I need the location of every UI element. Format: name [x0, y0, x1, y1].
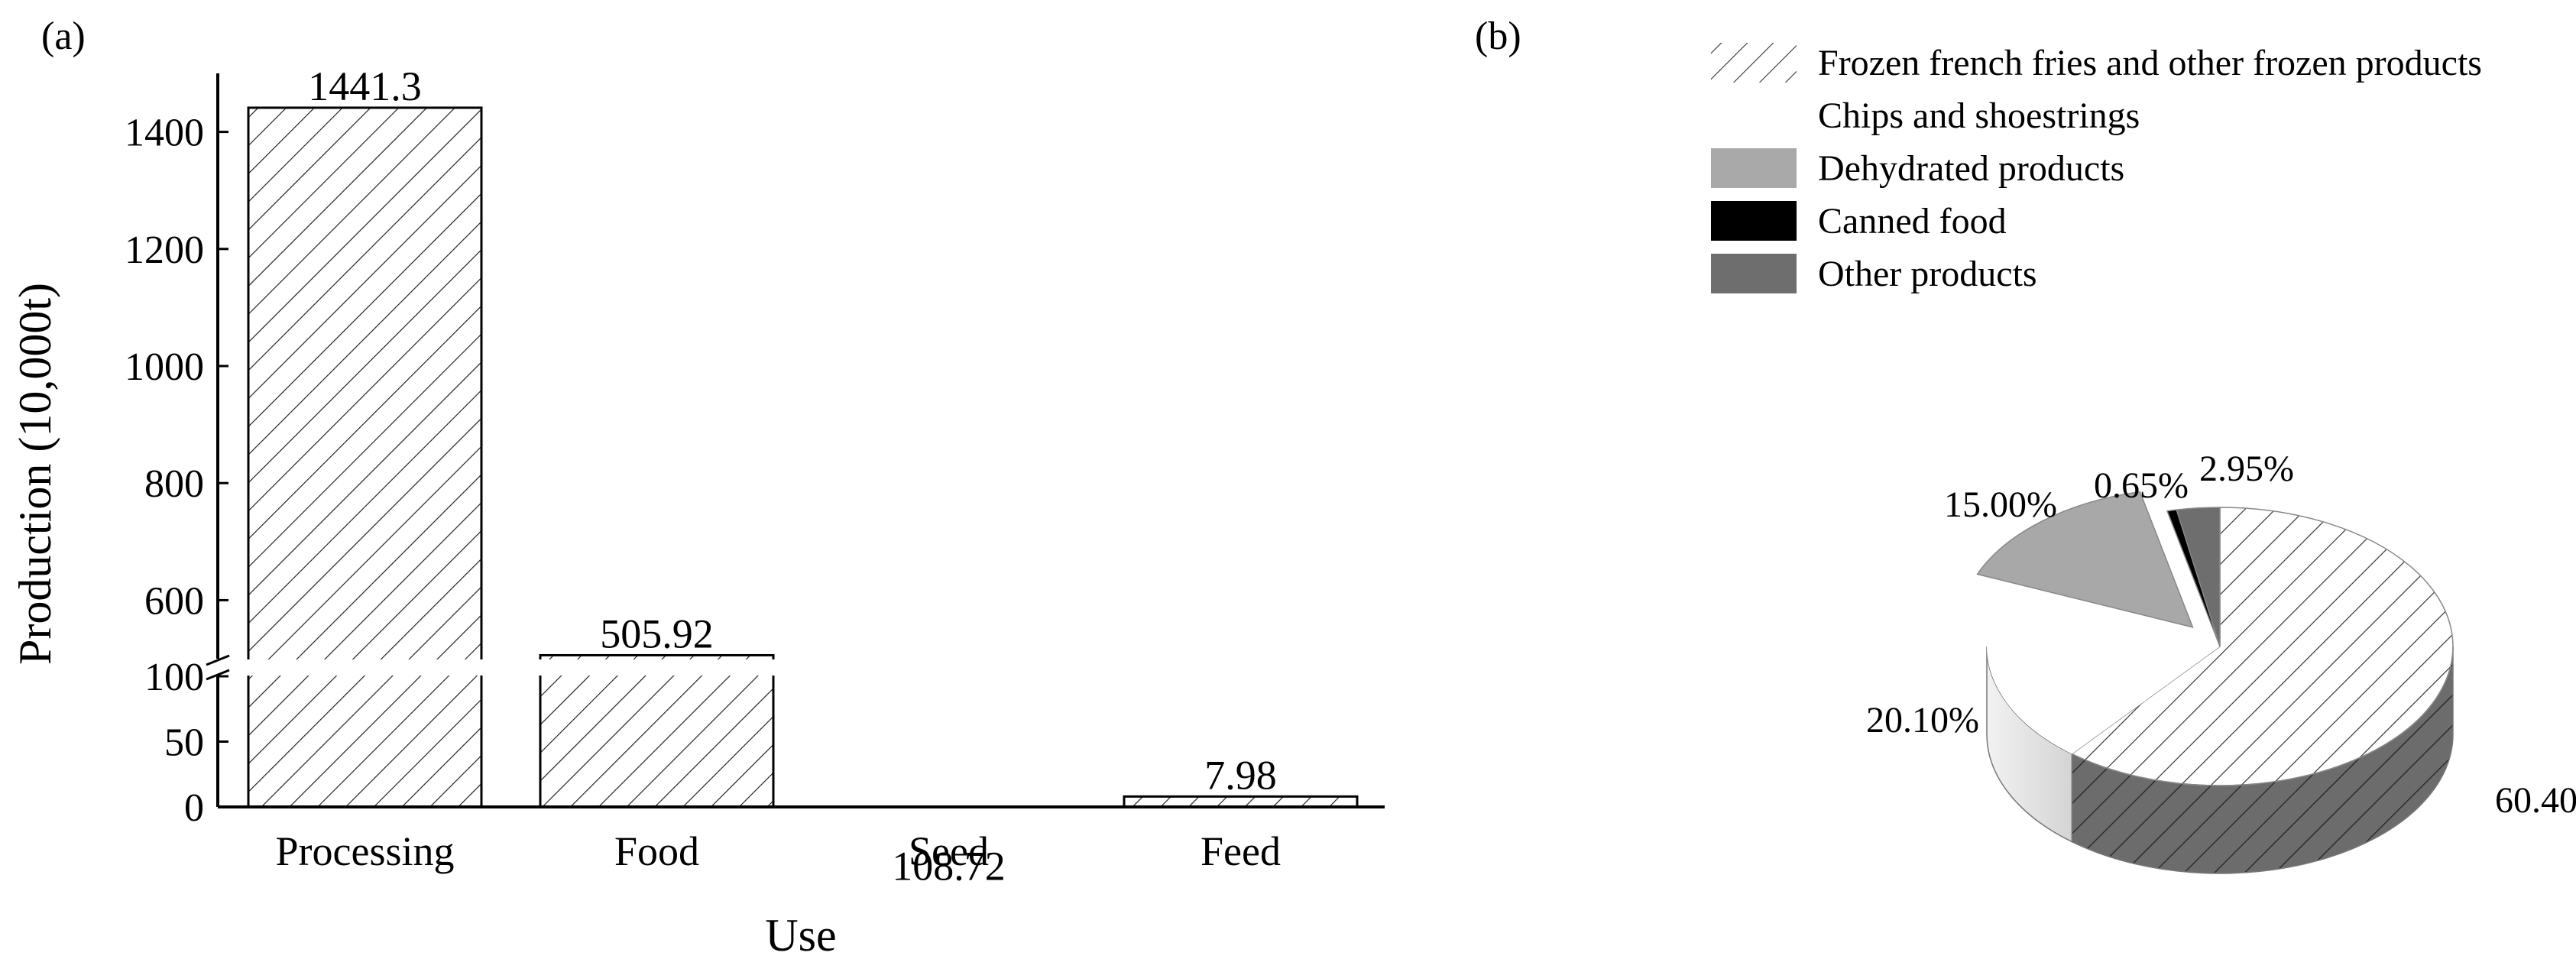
x-tick-label-seed: Seed — [909, 828, 989, 874]
pie-slice-2 — [1976, 491, 2194, 628]
x-tick-label-food: Food — [614, 828, 699, 874]
bar-break-gap — [537, 659, 776, 676]
pie-label-1: 20.10% — [1866, 700, 1979, 740]
legend-swatch-3 — [1711, 201, 1797, 241]
value-label-feed: 7.98 — [1204, 752, 1277, 798]
bar-break-gap — [245, 659, 484, 676]
legend-swatch-4 — [1711, 254, 1797, 293]
x-tick-label-processing: Processing — [276, 828, 455, 874]
legend-label-2: Dehydrated products — [1818, 148, 2124, 189]
pie-label-2: 15.00% — [1944, 484, 2057, 525]
y-tick-label: 800 — [144, 462, 204, 506]
pie-labels: 60.40% 20.10% 15.00% 0.65%2.95% — [1866, 449, 2576, 821]
value-labels-group: 1441.3 505.92 108.72 7.98 — [308, 63, 1277, 889]
y-tick-label: 600 — [144, 579, 204, 623]
y-axis-title: Production (10,000t) — [10, 283, 60, 665]
legend-label-4: Other products — [1818, 254, 2037, 294]
pie-chart-panel: (b) Frozen french fries and other frozen… — [1475, 15, 2576, 874]
pie-slice-4 — [2176, 507, 2221, 647]
legend-swatch-1 — [1711, 96, 1797, 135]
bar-chart-panel: (a) 1441.3 505.92 108.72 7.98 0 50 100 600 800 1… — [10, 15, 1385, 961]
bar-feed — [1123, 795, 1359, 808]
panel-label-a: (a) — [41, 15, 86, 58]
bar-food — [539, 653, 775, 808]
bar-break-gap — [829, 659, 1068, 676]
bar-processing — [247, 106, 483, 808]
x-axis-title: Use — [765, 910, 836, 961]
x-ticks-group: Processing Food Seed Feed — [276, 828, 1281, 874]
y-tick-label: 50 — [164, 721, 204, 765]
legend-swatch-2 — [1711, 148, 1797, 188]
bars-group — [245, 106, 1359, 808]
axis-break-mark-1 — [206, 654, 230, 666]
value-label-processing: 1441.3 — [308, 63, 422, 109]
legend-label-1: Chips and shoestrings — [1818, 96, 2140, 136]
legend-label-3: Canned food — [1818, 201, 2007, 241]
pie-label-3: 0.65% — [2094, 465, 2189, 506]
y-tick-label: 1400 — [125, 112, 204, 155]
panel-label-b: (b) — [1475, 15, 1521, 58]
pie-label-4: 2.95% — [2199, 449, 2294, 489]
y-tick-label: 1200 — [125, 228, 204, 272]
pie-slice-0 — [2070, 507, 2454, 786]
y-tick-label: 100 — [144, 656, 204, 699]
y-tick-label: 1000 — [125, 345, 204, 389]
legend-swatch-0 — [1711, 43, 1797, 83]
value-label-seed: 108.72 — [892, 844, 1006, 889]
pie-label-0: 60.40% — [2495, 780, 2576, 821]
axis-break-mark-2 — [206, 669, 230, 681]
y-ticks-group: 0 50 100 600 800 1000 1200 1400 — [125, 112, 228, 830]
legend: Frozen french fries and other frozen pro… — [1711, 43, 2482, 294]
x-tick-label-feed: Feed — [1201, 828, 1281, 874]
pie-slice-1 — [1986, 593, 2220, 754]
pie-top — [1976, 491, 2454, 786]
legend-label-0: Frozen french fries and other frozen pro… — [1818, 43, 2482, 83]
y-tick-label: 0 — [184, 786, 204, 830]
value-label-food: 505.92 — [600, 611, 714, 656]
